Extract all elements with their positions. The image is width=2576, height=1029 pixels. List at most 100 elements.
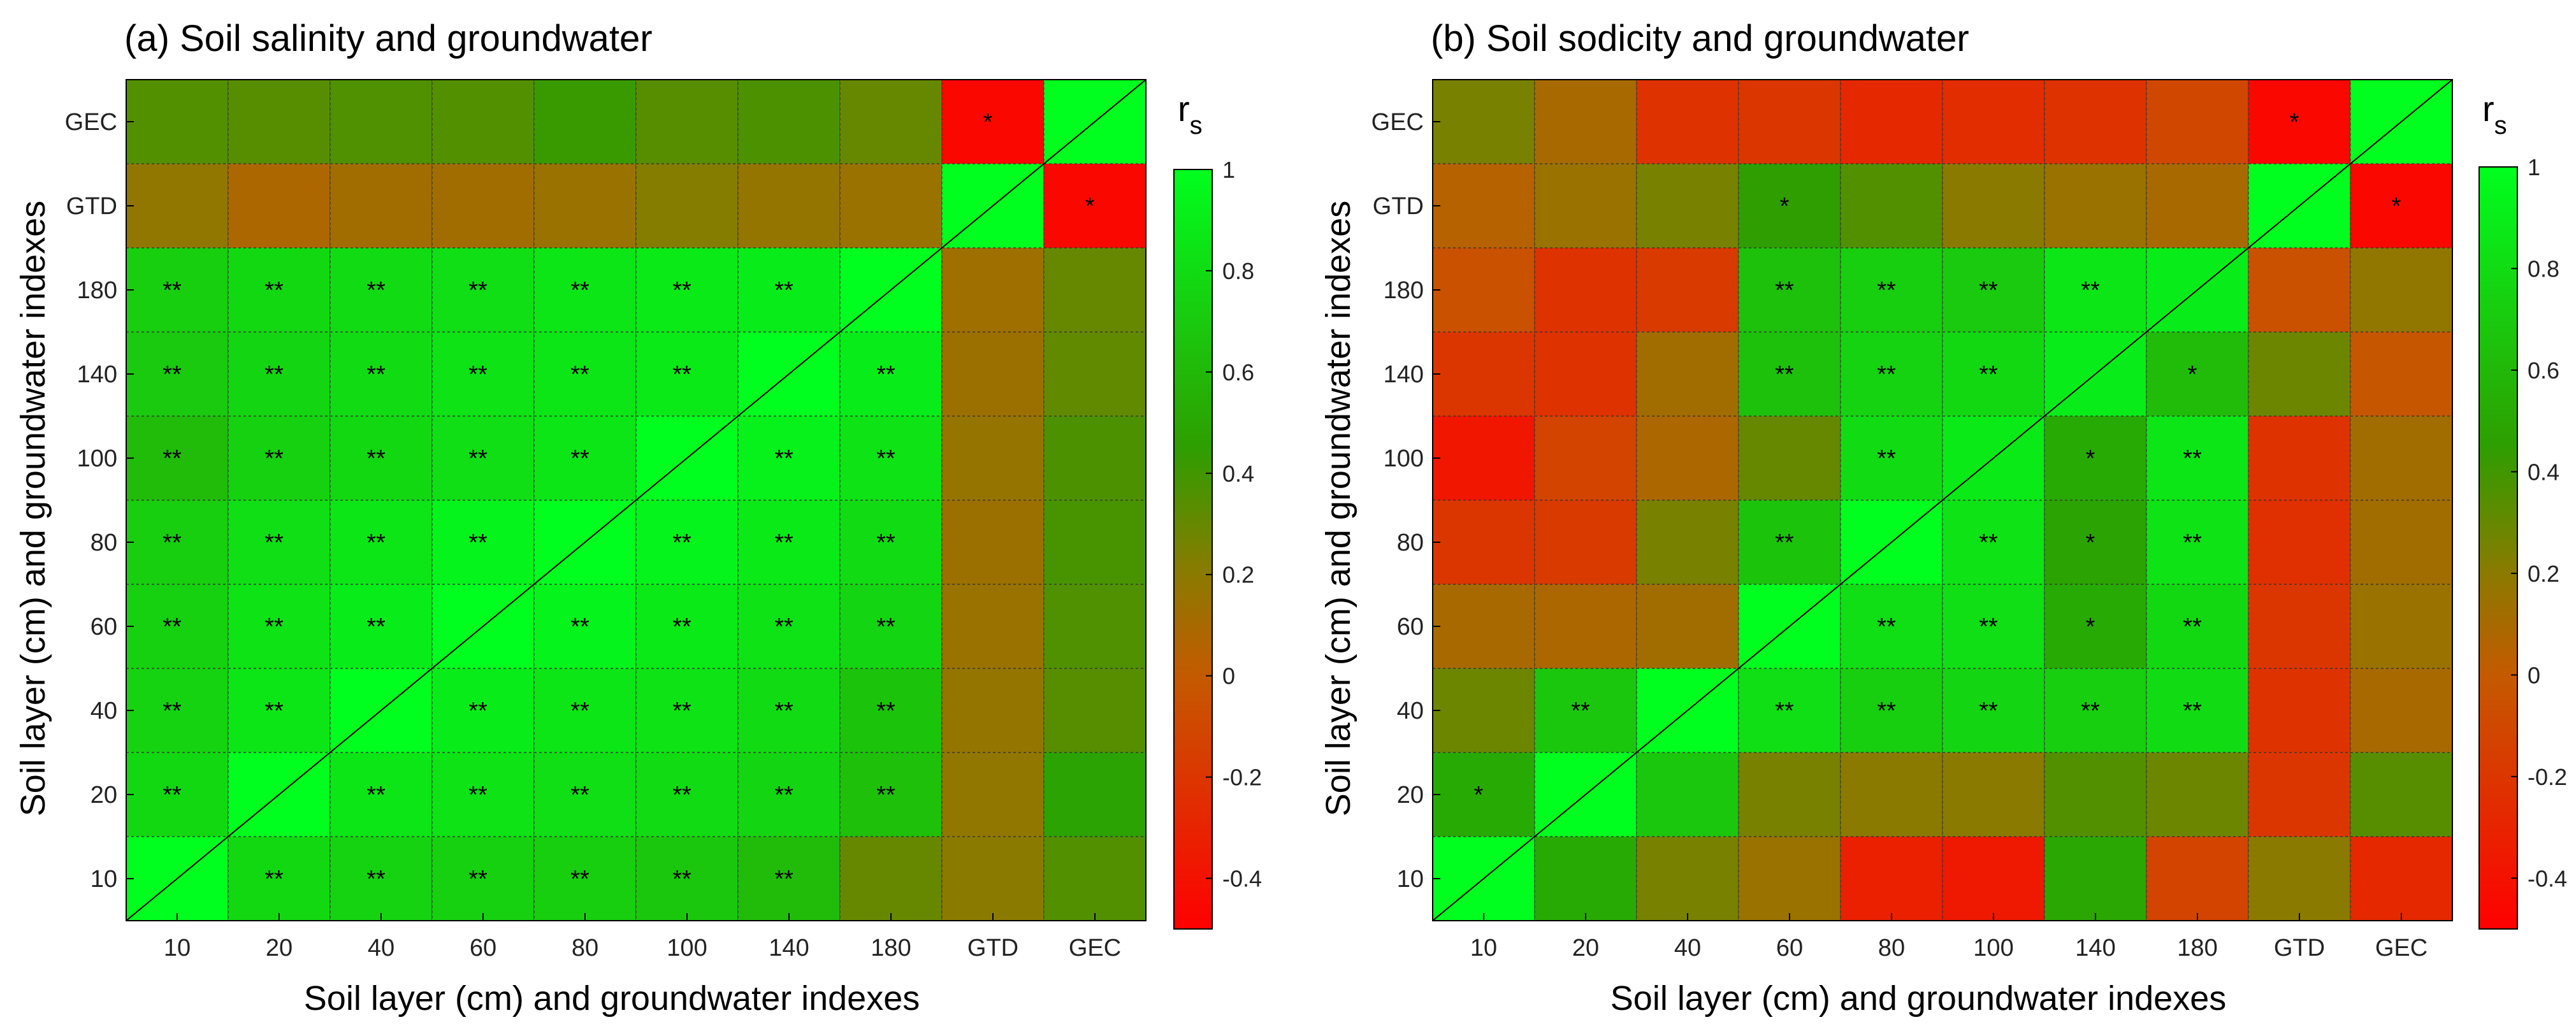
panel-b-significance-mark: ** (1775, 277, 1794, 304)
panel-a-significance-mark: ** (468, 277, 488, 304)
panel-a-cell (431, 668, 535, 753)
panel-a-cell (1043, 247, 1147, 333)
panel-b-cell (1636, 752, 1739, 837)
panel-a-cell (533, 331, 637, 417)
panel-a-significance-mark: ** (876, 445, 895, 472)
panel-a-cell (941, 79, 1045, 164)
panel-a-colorbar-tick-label: 0.4 (1222, 461, 1254, 487)
panel-a-cell (1043, 668, 1147, 753)
panel-b-cell (1942, 163, 2045, 248)
panel-a-cell (941, 752, 1045, 837)
panel-a-cell (329, 500, 433, 585)
panel-b-cell (1534, 415, 1637, 501)
panel-b-y-tick-label: 80 (1397, 529, 1424, 556)
panel-a-significance-mark: ** (468, 361, 488, 388)
panel-b-cell (1840, 668, 1943, 753)
panel-b-cell (1840, 836, 1943, 921)
panel-a-significance-mark: ** (876, 698, 895, 724)
panel-a-cell (1043, 163, 1147, 248)
panel-a-cell (431, 247, 535, 333)
panel-b-significance-mark: ** (1877, 277, 1896, 304)
panel-b-cell (2044, 584, 2147, 669)
panel-a-cell (431, 836, 535, 921)
panel-b-x-ticks: 10 20 40 60 80 100 140 180 GTD GEC (1470, 913, 2428, 961)
panel-b-cell (2248, 247, 2351, 333)
panel-a-significance-mark: ** (876, 782, 895, 809)
panel-a-cell (228, 415, 331, 501)
panel-a-cell (431, 752, 535, 837)
panel-b-x-tick-label: 140 (2075, 935, 2115, 961)
panel-a-significance-mark: ** (570, 445, 590, 472)
panel-a-cell (126, 247, 229, 333)
panel-a-y-tick-label: 100 (77, 445, 117, 472)
panel-a-cell (1043, 752, 1147, 837)
panel-a-cell (839, 668, 943, 753)
panel-b-x-tick-label: 40 (1674, 935, 1701, 961)
panel-a-cell (635, 331, 739, 417)
panel-a-significance-mark: ** (163, 445, 182, 472)
panel-b-significance-mark: ** (1775, 529, 1794, 556)
panel-b-cell (2350, 415, 2453, 501)
panel-a-x-tick-label: GTD (967, 935, 1018, 961)
panel-b-x-tick-label: 20 (1572, 935, 1599, 961)
panel-a-significance-mark: ** (570, 782, 590, 809)
panel-a-cell (1043, 331, 1147, 417)
panel-a-significance-mark: ** (366, 782, 386, 809)
panel-b-cell (1432, 163, 1535, 248)
panel-a-cells (126, 79, 1147, 921)
panel-a-cell (839, 331, 943, 417)
panel-a-y-tick-label: GTD (66, 193, 117, 220)
panel-b-cell (1738, 500, 1841, 585)
panel-a-cell (329, 163, 433, 248)
panel-b-cell (1636, 331, 1739, 417)
panel-a-cell (126, 331, 229, 417)
panel-b-cell (1840, 79, 1943, 164)
panel-a-cell (431, 163, 535, 248)
panel-a-frame (126, 79, 1147, 921)
panel-a-significance-mark: ** (468, 866, 488, 893)
panel-a-cell (1043, 415, 1147, 501)
panel-a-significance-mark: ** (163, 361, 182, 388)
panel-a-cell (839, 584, 943, 669)
panel-b-colorbar-tick-label: 0.2 (2528, 561, 2559, 587)
panel-a-title: (a) Soil salinity and groundwater (124, 18, 653, 59)
panel-a-cell (431, 331, 535, 417)
panel-a: (a) Soil salinity and groundwater ** ** **… (14, 18, 1262, 1018)
panel-b-cell (2350, 752, 2453, 837)
panel-b-cell (1534, 500, 1637, 585)
panel-a-significance-mark: ** (264, 361, 284, 388)
panel-b-cell (1942, 584, 2045, 669)
panel-a-colorbar-scale (1173, 169, 1213, 930)
panel-b-x-tick-label: 80 (1878, 935, 1905, 961)
panel-b-colorbar-tick-label: -0.4 (2528, 865, 2567, 891)
panel-b-y-tick-label: 60 (1397, 614, 1424, 640)
panel-b-cell (1534, 163, 1637, 248)
panel-b-y-tick-label: 10 (1397, 866, 1424, 893)
panel-b-significance-mark: ** (2183, 445, 2202, 472)
panel-a-significance-mark: ** (672, 782, 691, 809)
panel-b-y-ticks: 10 20 40 60 80 100 140 180 GTD GEC (1371, 109, 1440, 893)
panel-b-colorbar-label: rs (2482, 89, 2507, 140)
panel-a-significance-mark: ** (163, 529, 182, 556)
panel-b-significance-mark: ** (1877, 614, 1896, 640)
panel-b-y-tick-label: 140 (1384, 361, 1424, 388)
panel-a-colorbar-tick-label: 1 (1222, 157, 1235, 183)
panel-b-x-tick-label: GTD (2274, 935, 2325, 961)
panel-a-cell (941, 500, 1045, 585)
panel-b-significance-mark: ** (1877, 445, 1896, 472)
panel-a-cell (635, 247, 739, 333)
panel-b-significance-mark: * (1780, 193, 1790, 220)
panel-a-cell (533, 79, 637, 164)
panel-a-significance-mark: ** (774, 782, 793, 809)
panel-b-y-tick-label: GTD (1373, 193, 1424, 220)
panel-a-cell (737, 79, 841, 164)
panel-b-cell (2044, 247, 2147, 333)
panel-b-significance-mark: * (1474, 782, 1484, 809)
panel-b-significance-mark: ** (2183, 614, 2202, 640)
panel-b-y-axis-label: Soil layer (cm) and groundwater indexes (1319, 201, 1357, 816)
panel-b-cell (2350, 668, 2453, 753)
panel-a-cell (941, 836, 1045, 921)
panel-a-significance-mark: ** (570, 698, 590, 724)
panel-a-x-axis-label: Soil layer (cm) and groundwater indexes (304, 979, 920, 1018)
panel-b-cell (1636, 836, 1739, 921)
